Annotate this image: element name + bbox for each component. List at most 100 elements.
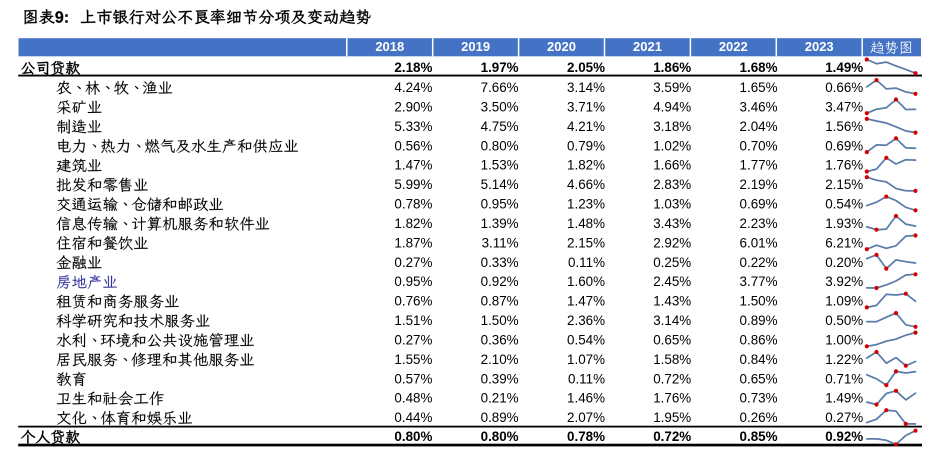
svg-text:5.14%: 5.14% [481, 177, 519, 192]
svg-text:1.02%: 1.02% [653, 138, 691, 153]
svg-text:0.89%: 0.89% [740, 313, 778, 328]
svg-text:0.27%: 0.27% [394, 333, 432, 348]
svg-text:1.60%: 1.60% [567, 274, 605, 289]
svg-text:1.50%: 1.50% [481, 313, 519, 328]
svg-text:0.70%: 0.70% [740, 138, 778, 153]
svg-text:2020: 2020 [547, 39, 576, 54]
svg-text:1.97%: 1.97% [481, 60, 519, 75]
svg-text:2021: 2021 [633, 39, 662, 54]
svg-text:4.21%: 4.21% [567, 119, 605, 134]
svg-text:0.56%: 0.56% [394, 138, 432, 153]
svg-text:0.27%: 0.27% [394, 255, 432, 270]
svg-text:6.01%: 6.01% [740, 235, 778, 250]
svg-text:0.89%: 0.89% [481, 410, 519, 425]
svg-text:1.82%: 1.82% [567, 158, 605, 173]
svg-text:0.86%: 0.86% [740, 333, 778, 348]
svg-text:1.46%: 1.46% [567, 391, 605, 406]
svg-text:0.72%: 0.72% [653, 429, 691, 444]
svg-text:2.36%: 2.36% [567, 313, 605, 328]
svg-text:0.78%: 0.78% [394, 197, 432, 212]
svg-text:1.07%: 1.07% [567, 352, 605, 367]
svg-text:0.78%: 0.78% [567, 429, 605, 444]
svg-text:0.11%: 0.11% [568, 371, 605, 386]
svg-text:1.47%: 1.47% [567, 294, 605, 309]
svg-text:4.24%: 4.24% [394, 80, 432, 95]
svg-text:0.22%: 0.22% [740, 255, 778, 270]
svg-text:0.21%: 0.21% [481, 391, 519, 406]
svg-text:1.48%: 1.48% [567, 216, 605, 231]
svg-text:2.18%: 2.18% [394, 60, 432, 75]
svg-text:0.80%: 0.80% [394, 429, 432, 444]
svg-text:3.50%: 3.50% [481, 99, 519, 114]
svg-text:0.65%: 0.65% [740, 371, 778, 386]
svg-text:3.18%: 3.18% [653, 119, 691, 134]
svg-text:1.49%: 1.49% [825, 391, 863, 406]
svg-text:2.83%: 2.83% [653, 177, 691, 192]
svg-text:0.80%: 0.80% [481, 138, 519, 153]
svg-text:5.99%: 5.99% [394, 177, 432, 192]
svg-text:2.05%: 2.05% [567, 60, 605, 75]
svg-text:0.69%: 0.69% [740, 197, 778, 212]
svg-text:1.76%: 1.76% [825, 158, 863, 173]
svg-text:3.14%: 3.14% [653, 313, 691, 328]
svg-text:0.79%: 0.79% [567, 138, 605, 153]
svg-text:2.23%: 2.23% [740, 216, 778, 231]
svg-text:7.66%: 7.66% [481, 80, 519, 95]
svg-text:0.44%: 0.44% [394, 410, 432, 425]
svg-text:2018: 2018 [375, 39, 404, 54]
svg-text:2022: 2022 [719, 39, 748, 54]
svg-text:0.92%: 0.92% [825, 429, 863, 444]
svg-text:3.46%: 3.46% [740, 99, 778, 114]
svg-text:0.66%: 0.66% [825, 80, 863, 95]
svg-text:6.21%: 6.21% [825, 235, 863, 250]
svg-text:1.93%: 1.93% [825, 216, 863, 231]
svg-text:2.45%: 2.45% [653, 274, 691, 289]
svg-text:2.19%: 2.19% [740, 177, 778, 192]
svg-text:1.82%: 1.82% [394, 216, 432, 231]
svg-text:1.56%: 1.56% [825, 119, 863, 134]
svg-text:3.43%: 3.43% [653, 216, 691, 231]
svg-text:1.65%: 1.65% [740, 80, 778, 95]
svg-text:0.39%: 0.39% [481, 371, 519, 386]
svg-text:0.54%: 0.54% [567, 333, 605, 348]
svg-text:1.43%: 1.43% [653, 294, 691, 309]
svg-text:2.07%: 2.07% [567, 410, 605, 425]
svg-text:1.23%: 1.23% [567, 197, 605, 212]
svg-text:0.71%: 0.71% [825, 371, 863, 386]
svg-text:0.95%: 0.95% [481, 197, 519, 212]
svg-text:2019: 2019 [461, 39, 490, 54]
svg-text:1.77%: 1.77% [740, 158, 778, 173]
svg-text:0.27%: 0.27% [825, 410, 863, 425]
svg-text:2023: 2023 [805, 39, 834, 54]
svg-text:1.55%: 1.55% [394, 352, 432, 367]
svg-text:4.94%: 4.94% [653, 99, 691, 114]
svg-text:0.95%: 0.95% [394, 274, 432, 289]
svg-text:2.92%: 2.92% [653, 235, 691, 250]
svg-text:0.92%: 0.92% [481, 274, 519, 289]
svg-text:3.92%: 3.92% [825, 274, 863, 289]
svg-text:0.33%: 0.33% [481, 255, 519, 270]
svg-text:1.95%: 1.95% [653, 410, 691, 425]
svg-text:2.90%: 2.90% [394, 99, 432, 114]
svg-text:1.49%: 1.49% [825, 60, 863, 75]
svg-text:3.47%: 3.47% [825, 99, 863, 114]
svg-text:3.59%: 3.59% [653, 80, 691, 95]
svg-text:2.15%: 2.15% [567, 235, 605, 250]
svg-text:0.80%: 0.80% [481, 429, 519, 444]
svg-text:0.54%: 0.54% [825, 197, 863, 212]
svg-text:3.71%: 3.71% [567, 99, 605, 114]
svg-text:0.87%: 0.87% [481, 294, 519, 309]
svg-text:1.39%: 1.39% [481, 216, 519, 231]
svg-text:2.10%: 2.10% [481, 352, 519, 367]
svg-text:1.03%: 1.03% [653, 197, 691, 212]
svg-text:1.51%: 1.51% [394, 313, 432, 328]
svg-text:0.69%: 0.69% [825, 138, 863, 153]
svg-text:1.22%: 1.22% [825, 352, 863, 367]
svg-text:0.76%: 0.76% [394, 294, 432, 309]
svg-text:1.58%: 1.58% [653, 352, 691, 367]
svg-text:1.86%: 1.86% [653, 60, 691, 75]
svg-text:0.20%: 0.20% [825, 255, 863, 270]
svg-text:5.33%: 5.33% [394, 119, 432, 134]
svg-text:2.04%: 2.04% [740, 119, 778, 134]
svg-text:0.11%: 0.11% [568, 255, 605, 270]
